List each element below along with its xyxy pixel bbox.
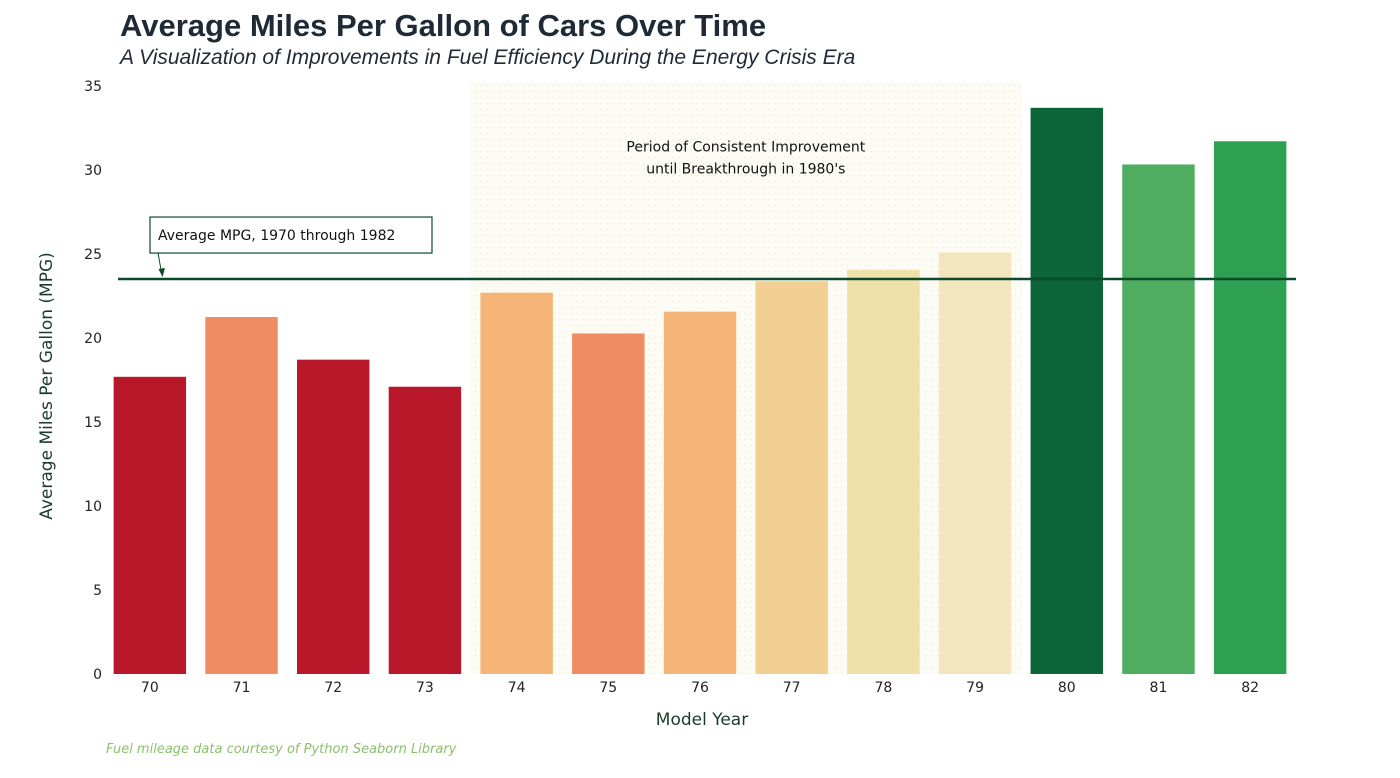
highlight-band bbox=[469, 82, 1022, 674]
x-tick-label: 80 bbox=[1058, 680, 1076, 696]
x-tick-label: 79 bbox=[966, 680, 984, 696]
y-tick-label: 5 bbox=[93, 583, 102, 599]
y-tick-label: 35 bbox=[84, 79, 102, 95]
bar-76 bbox=[663, 311, 737, 674]
x-tick-label: 81 bbox=[1150, 680, 1168, 696]
y-tick-label: 25 bbox=[84, 247, 102, 263]
x-tick-label: 82 bbox=[1241, 680, 1259, 696]
bar-74 bbox=[480, 292, 553, 674]
highlight-band-label-line: until Breakthrough in 1980's bbox=[646, 162, 845, 178]
bar-77 bbox=[755, 281, 828, 674]
average-mpg-callout-label: Average MPG, 1970 through 1982 bbox=[158, 228, 395, 244]
y-tick-label: 30 bbox=[84, 163, 102, 179]
y-axis-ticks: 0 5 10 15 20 25 30 35 bbox=[84, 79, 102, 683]
y-tick-label: 0 bbox=[93, 667, 102, 683]
x-tick-label: 70 bbox=[141, 680, 159, 696]
x-axis-ticks: 70 71 72 73 74 75 76 77 78 79 80 81 82 bbox=[141, 680, 1259, 696]
x-tick-label: 77 bbox=[783, 680, 801, 696]
bar-80 bbox=[1030, 107, 1103, 675]
highlight-band-label-line: Period of Consistent Improvement bbox=[626, 140, 865, 156]
callout-layer: Average MPG, 1970 through 1982 bbox=[149, 216, 433, 278]
bar-70 bbox=[113, 376, 187, 674]
bar-layer bbox=[113, 107, 1287, 675]
bar-82 bbox=[1213, 141, 1287, 675]
x-tick-label: 73 bbox=[416, 680, 434, 696]
y-tick-label: 10 bbox=[84, 499, 102, 515]
bar-75 bbox=[572, 333, 645, 674]
bar-71 bbox=[205, 317, 278, 674]
highlight-band-layer: Period of Consistent Improvement until Br… bbox=[469, 82, 1022, 674]
x-axis-title: Model Year bbox=[656, 710, 748, 730]
y-tick-label: 20 bbox=[84, 331, 102, 347]
y-tick-label: 15 bbox=[84, 415, 102, 431]
x-tick-label: 71 bbox=[233, 680, 251, 696]
x-tick-label: 74 bbox=[508, 680, 526, 696]
average-mpg-callout-box bbox=[149, 216, 433, 254]
chart-title: Average Miles Per Gallon of Cars Over Ti… bbox=[120, 8, 767, 43]
chart-subtitle: A Visualization of Improvements in Fuel … bbox=[120, 46, 856, 69]
x-tick-label: 76 bbox=[691, 680, 709, 696]
callout-arrow-head bbox=[158, 268, 165, 278]
x-tick-label: 72 bbox=[324, 680, 342, 696]
bar-78 bbox=[847, 269, 920, 674]
bar-73 bbox=[388, 386, 462, 674]
bar-79 bbox=[938, 252, 1012, 674]
footnote: Fuel mileage data courtesy of Python Sea… bbox=[106, 742, 457, 757]
y-axis-title: Average Miles Per Gallon (MPG) bbox=[37, 252, 57, 520]
bar-72 bbox=[297, 359, 370, 674]
bar-81 bbox=[1122, 164, 1195, 674]
x-tick-label: 75 bbox=[599, 680, 617, 696]
x-tick-label: 78 bbox=[874, 680, 892, 696]
